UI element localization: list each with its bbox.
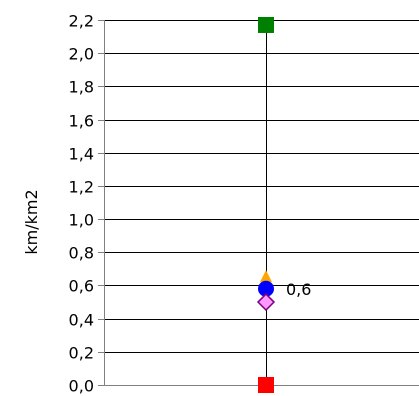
y-axis	[98, 20, 419, 386]
y-tick-label: 1,4	[69, 145, 94, 164]
y-tick-label: 0,2	[69, 344, 94, 363]
y-tick-label: 2,0	[69, 45, 94, 64]
y-tick-labels: 0,0 0,2 0,4 0,6 0,8 1,0 1,2 1,4 1,6 1,8 2,0 2,2	[69, 12, 94, 396]
series: 0,6	[256, 16, 311, 393]
y-tick-label: 1,0	[69, 211, 94, 230]
data-point-diamond	[256, 292, 276, 312]
data-point-square	[258, 377, 274, 393]
gridlines	[104, 20, 419, 353]
y-tick-label: 1,6	[69, 112, 94, 131]
data-point-circle	[258, 280, 274, 297]
data-point-triangle	[260, 270, 272, 283]
data-point-square	[258, 16, 274, 33]
y-tick-label: 2,2	[69, 12, 94, 31]
data-label: 0,6	[286, 280, 311, 299]
y-axis-title: km/km2	[22, 189, 41, 254]
y-tick-label: 0,6	[69, 277, 94, 296]
y-tick-label: 0,0	[69, 377, 94, 396]
y-tick-label: 1,2	[69, 178, 94, 197]
y-tick-label: 0,4	[69, 311, 94, 330]
y-tick-label: 0,8	[69, 244, 94, 263]
y-tick-label: 1,8	[69, 78, 94, 97]
